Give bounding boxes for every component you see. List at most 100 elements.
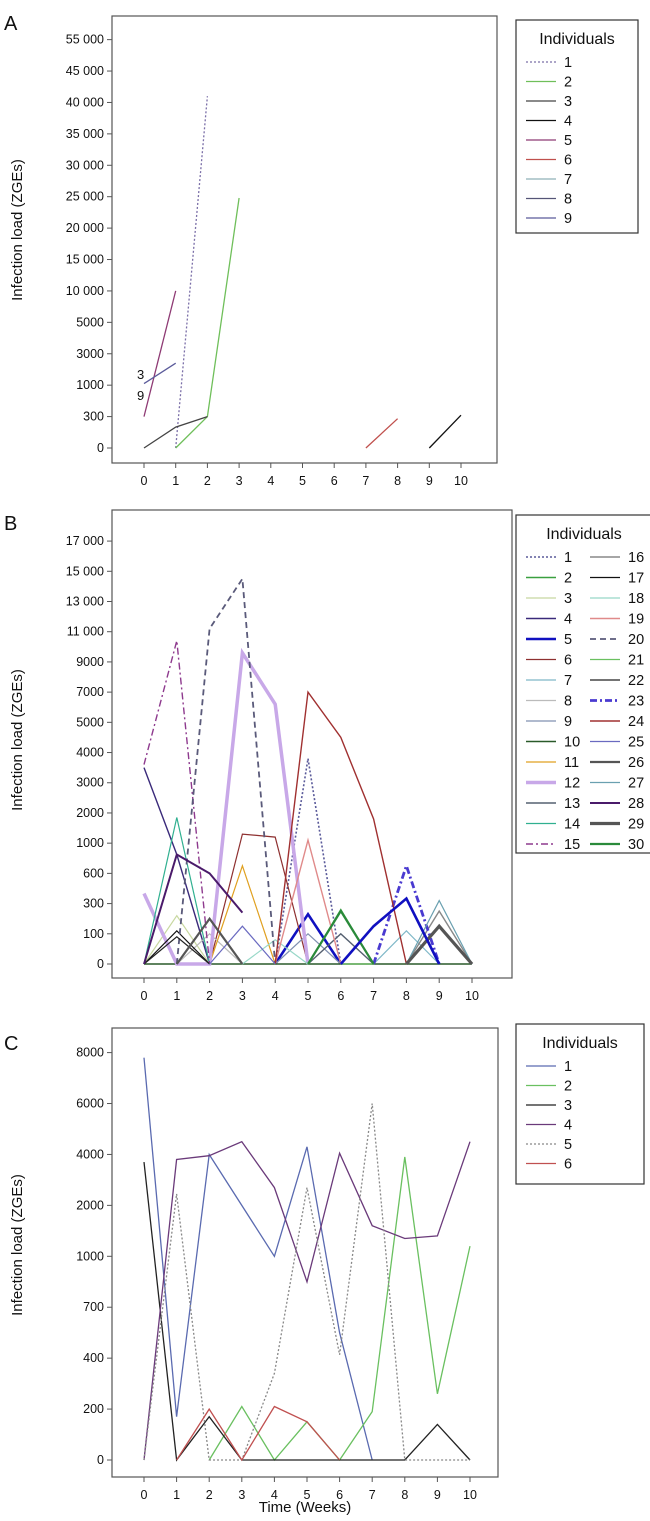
- x-tick-label: 1: [172, 474, 179, 488]
- legend-item-label: 5: [564, 1137, 572, 1153]
- plot-frame: [111, 509, 513, 979]
- series-line-25: [209, 925, 276, 965]
- x-tick-label: 4: [272, 989, 279, 1003]
- legend-item-label: 21: [628, 653, 644, 669]
- series-line-2: [208, 1156, 471, 1462]
- legend-item-label: 28: [628, 796, 644, 812]
- x-tick-label: 9: [434, 1488, 441, 1502]
- legend-item-label: 5: [564, 632, 572, 648]
- legend-item-label: 29: [628, 817, 644, 833]
- legend-item-label: 1: [564, 550, 572, 566]
- series-line-20: [175, 576, 277, 965]
- annotation-label: 3: [137, 367, 144, 382]
- y-tick-label: 300: [83, 410, 104, 424]
- y-tick-label: 0: [97, 957, 104, 971]
- plot-frame: [111, 1027, 499, 1478]
- y-tick-label: 20 000: [66, 221, 104, 235]
- series-line-extra-5b: [339, 896, 441, 965]
- y-tick-label: 3000: [76, 776, 104, 790]
- legend-item-label: 12: [564, 776, 580, 792]
- x-tick-label: 1: [173, 989, 180, 1003]
- y-tick-label: 100: [83, 927, 104, 941]
- legend-item-label: 6: [564, 1157, 572, 1173]
- x-tick-label: 5: [304, 1488, 311, 1502]
- legend-item-label: 27: [628, 776, 644, 792]
- legend-box: [515, 514, 650, 854]
- legend-item-label: 7: [564, 673, 572, 689]
- x-tick-label: 2: [206, 1488, 213, 1502]
- series-line-5: [143, 290, 177, 417]
- legend-item-label: 24: [628, 714, 644, 730]
- series-line-9: [274, 932, 342, 965]
- x-axis-label: Time (Weeks): [259, 1499, 352, 1516]
- legend-item-label: 23: [628, 694, 644, 710]
- series-line-11: [209, 863, 276, 965]
- y-tick-label: 5000: [76, 715, 104, 729]
- x-tick-label: 10: [463, 1488, 477, 1502]
- legend-box: [515, 19, 639, 234]
- series-line-9: [143, 362, 177, 385]
- legend-item-label: 3: [564, 591, 572, 607]
- series-line-27: [405, 899, 473, 965]
- series-line-24: [274, 690, 408, 965]
- legend-item-label: 26: [628, 755, 644, 771]
- series-line-1: [175, 96, 209, 449]
- x-tick-label: 0: [141, 989, 148, 1003]
- series-line-4: [428, 414, 462, 449]
- x-tick-label: 7: [370, 989, 377, 1003]
- legend-item-label: 5: [564, 133, 572, 149]
- legend-item-label: 1: [564, 1059, 572, 1075]
- legend-item-label: 8: [564, 192, 572, 208]
- x-tick-label: 4: [267, 474, 274, 488]
- legend-item-label: 30: [628, 837, 644, 853]
- series-line-6: [365, 418, 399, 449]
- legend-item-label: 1: [564, 55, 572, 71]
- y-tick-label: 6000: [76, 1097, 104, 1111]
- y-tick-label: 15 000: [66, 253, 104, 267]
- x-tick-label: 0: [141, 474, 148, 488]
- series-line-23: [372, 861, 441, 965]
- y-tick-label: 10 000: [66, 284, 104, 298]
- series-line-8: [176, 932, 243, 965]
- x-tick-label: 6: [336, 1488, 343, 1502]
- x-tick-label: 8: [403, 989, 410, 1003]
- y-axis-label: Infection load (ZGEs): [9, 159, 26, 301]
- legend-item-label: 2: [564, 75, 572, 91]
- y-axis-label: Infection load (ZGEs): [9, 669, 26, 811]
- panel-label: C: [4, 1033, 18, 1055]
- y-tick-label: 2000: [76, 806, 104, 820]
- legend-item-label: 10: [564, 735, 580, 751]
- y-tick-label: 1000: [76, 836, 104, 850]
- legend-item-label: 4: [564, 612, 572, 628]
- series-line-30: [307, 909, 375, 965]
- series-line-1: [274, 758, 342, 965]
- y-tick-label: 0: [97, 1453, 104, 1467]
- legend-item-label: 2: [564, 1079, 572, 1095]
- y-tick-label: 11 000: [67, 625, 104, 639]
- legend-item-label: 2: [564, 571, 572, 587]
- legend-item-label: 9: [564, 714, 572, 730]
- legend-item-label: 14: [564, 817, 580, 833]
- series-line-19: [274, 837, 342, 965]
- x-tick-label: 8: [394, 474, 401, 488]
- panel-C: C Infection load (ZGEs) 0 200 400 700 1000 2000…: [4, 1023, 645, 1516]
- y-tick-label: 3000: [76, 347, 104, 361]
- series-line-13: [307, 932, 375, 965]
- x-tick-label: 2: [206, 989, 213, 1003]
- legend-item-label: 11: [564, 755, 579, 771]
- series-line-4: [143, 1140, 471, 1461]
- y-tick-label: 1000: [76, 378, 104, 392]
- y-tick-label: 2000: [76, 1198, 104, 1212]
- series-line-17: [143, 929, 211, 965]
- legend-item-label: 19: [628, 612, 644, 628]
- y-tick-label: 9000: [76, 655, 104, 669]
- y-tick-label: 40 000: [66, 95, 104, 109]
- series-line-22: [143, 936, 210, 965]
- series-line-3: [143, 1162, 471, 1462]
- y-tick-label: 600: [83, 866, 104, 880]
- legend-item-label: 22: [628, 673, 644, 689]
- series-line-1: [143, 1057, 373, 1461]
- panel-label: A: [4, 13, 18, 35]
- x-tick-label: 10: [454, 474, 468, 488]
- legend-item-label: 8: [564, 694, 572, 710]
